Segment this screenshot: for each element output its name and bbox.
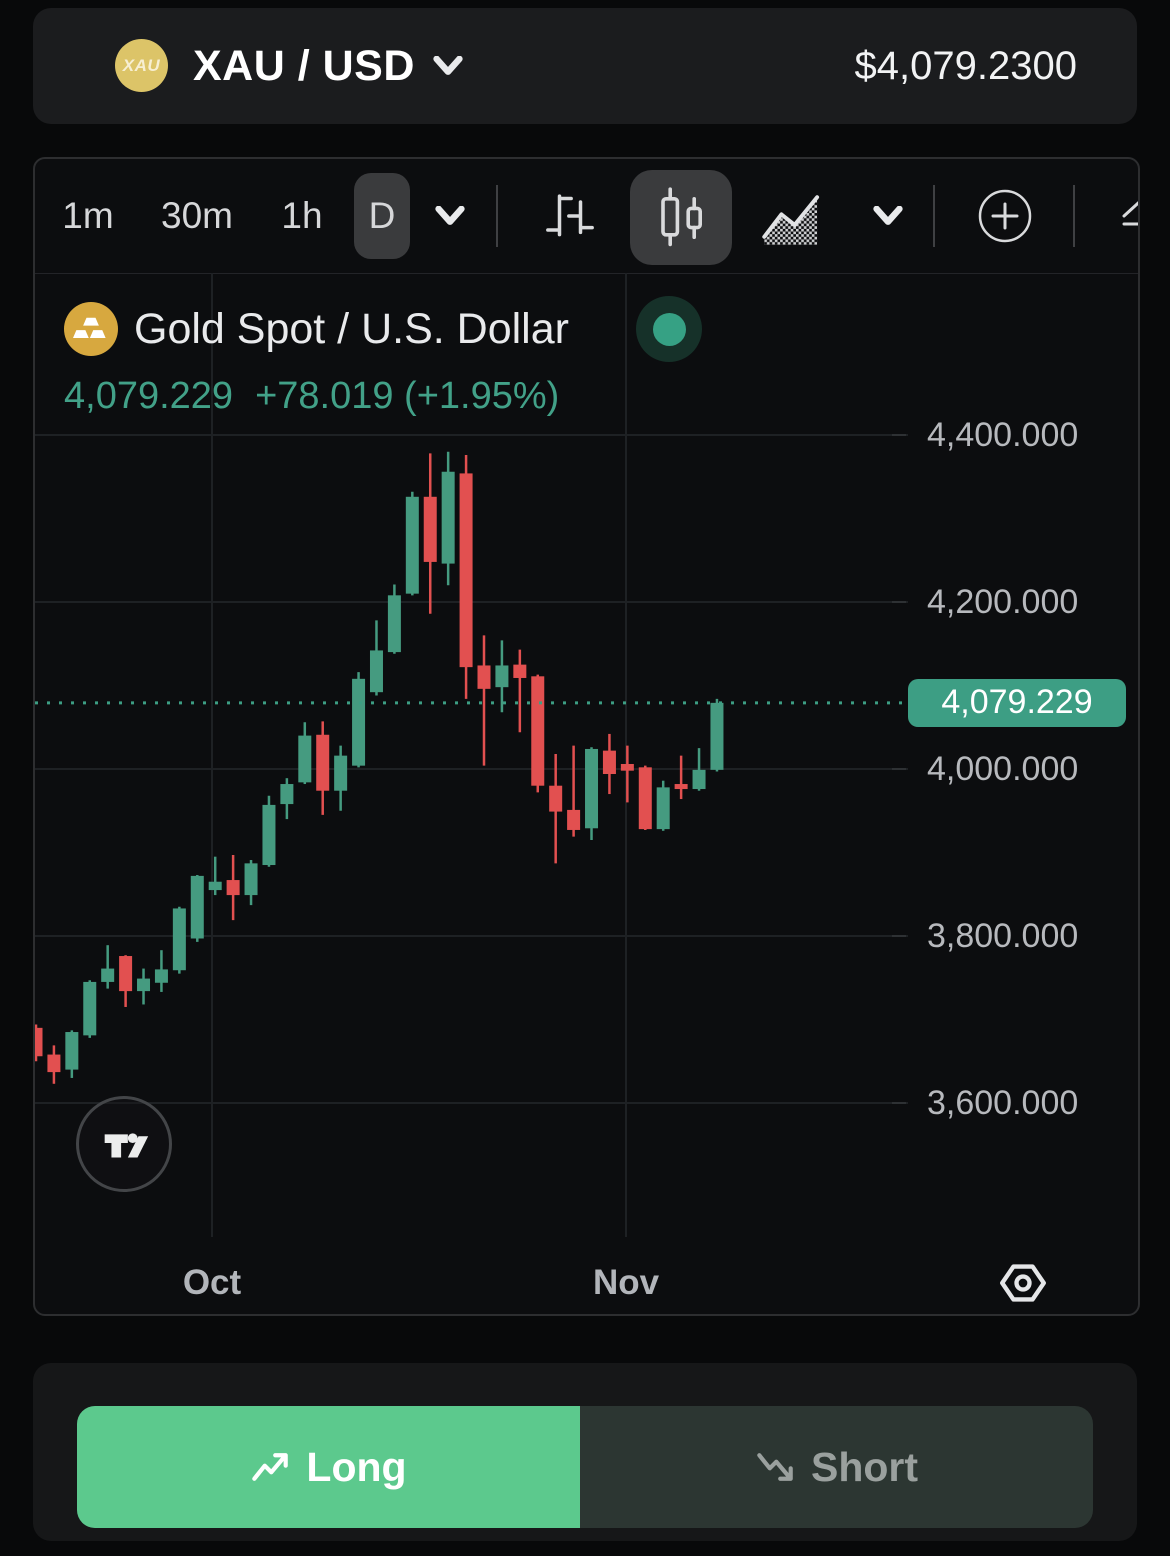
bars-chart-type-button[interactable] <box>542 188 598 244</box>
symbol-selector[interactable]: XAU / USD <box>193 8 463 124</box>
chart-type-chevron-down-icon[interactable] <box>873 206 903 226</box>
candles-chart-type-button[interactable] <box>630 170 732 265</box>
symbol-name: XAU / USD <box>193 41 415 90</box>
eye-icon <box>1000 1264 1046 1302</box>
gold-bars-icon <box>64 302 118 356</box>
short-button[interactable]: Short <box>580 1406 1093 1528</box>
y-axis-label: 4,200.000 <box>927 583 1079 621</box>
symbol-header: XAU XAU / USD $4,079.2300 <box>33 8 1137 124</box>
short-label: Short <box>810 1443 919 1490</box>
trend-up-icon <box>252 1453 289 1481</box>
timeframe-30m-button[interactable]: 30m <box>157 159 237 273</box>
last-price: 4,079.229 <box>64 374 234 417</box>
toolbar-divider <box>1073 185 1075 247</box>
y-axis-label: 3,600.000 <box>927 1084 1079 1122</box>
trend-down-icon <box>757 1453 793 1481</box>
trade-panel: Long Short <box>33 1363 1137 1541</box>
plus-circle-icon <box>978 189 1032 243</box>
long-button[interactable]: Long <box>77 1406 580 1528</box>
chart-visibility-button[interactable] <box>995 1257 1051 1309</box>
tradingview-logo[interactable] <box>76 1096 172 1192</box>
y-axis-label: 4,400.000 <box>927 416 1079 454</box>
tradingview-glyph <box>104 1133 149 1158</box>
chart-card: 1m 30m 1h D <box>33 157 1140 1316</box>
status-dot <box>652 312 686 346</box>
x-axis-label: Oct <box>182 1263 242 1302</box>
area-chart-type-button[interactable] <box>759 186 825 248</box>
coin-label: XAU <box>122 55 161 75</box>
chart-title: Gold Spot / U.S. Dollar <box>134 304 569 353</box>
timeframe-chevron-down-icon[interactable] <box>435 206 465 226</box>
price-change-row: 4,079.229 +78.019 (+1.95%) <box>64 373 559 419</box>
xau-coin-icon: XAU <box>115 39 168 92</box>
timeframe-1m-button[interactable]: 1m <box>57 159 119 273</box>
bars-icon <box>546 194 594 237</box>
price-change: +78.019 (+1.95%) <box>255 374 560 417</box>
y-axis-label: 3,800.000 <box>927 917 1079 955</box>
toolbar-divider <box>496 185 498 247</box>
chart-toolbar: 1m 30m 1h D <box>35 159 1138 274</box>
expand-chart-button[interactable] <box>1122 192 1138 246</box>
current-price-tag: 4,079.229 <box>908 678 1126 727</box>
add-indicator-button[interactable] <box>976 187 1034 245</box>
area-chart-icon <box>762 195 820 245</box>
timeframe-daily-button[interactable]: D <box>354 173 410 259</box>
timeframe-1h-button[interactable]: 1h <box>270 159 334 273</box>
direction-segmented-control: Long Short <box>77 1406 1093 1528</box>
chevron-down-icon <box>433 56 463 75</box>
long-label: Long <box>306 1443 407 1490</box>
toolbar-divider <box>933 185 935 247</box>
chart-legend: Gold Spot / U.S. Dollar <box>64 301 569 357</box>
expand-icon <box>1122 201 1138 226</box>
header-price: $4,079.2300 <box>854 43 1077 88</box>
candles-icon <box>661 186 702 246</box>
market-status-indicator[interactable] <box>636 296 702 362</box>
x-axis-label: Nov <box>592 1263 660 1302</box>
y-axis-label: 4,000.000 <box>927 750 1079 788</box>
